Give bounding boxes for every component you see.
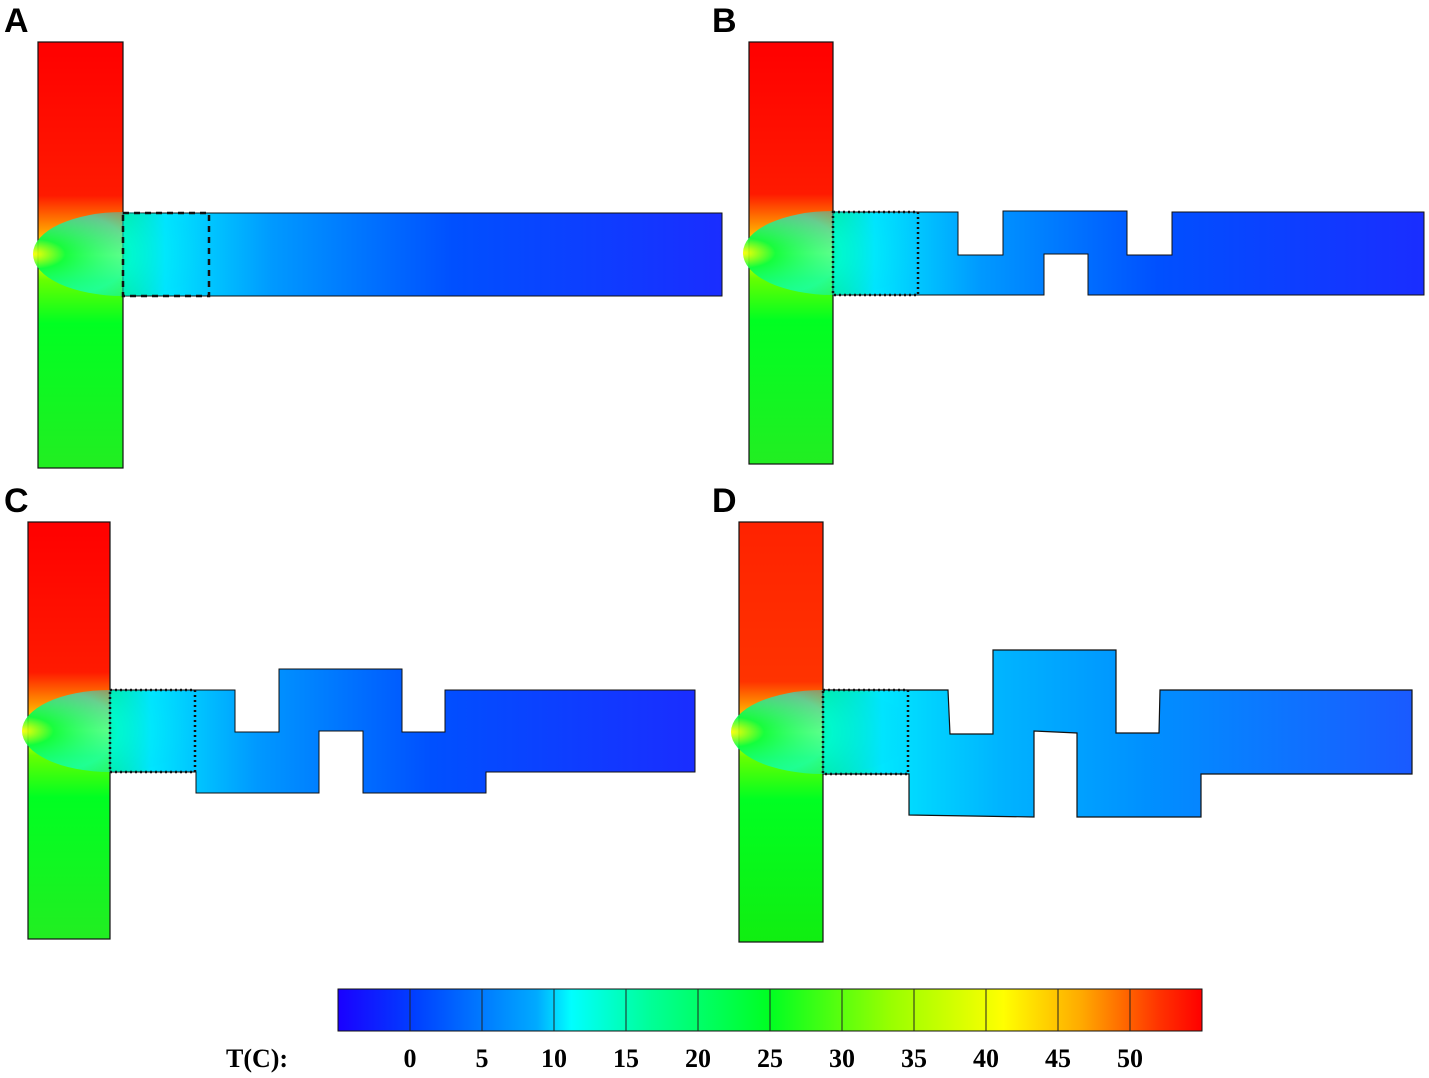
colorbar (337, 988, 1203, 1032)
panel-b-channel (832, 210, 1425, 296)
panel-c-inlet-box (108, 688, 197, 774)
panel-label-b: B (712, 2, 737, 40)
panel-d-inlet-box (821, 688, 910, 776)
panel-a-geometry (33, 41, 723, 469)
colorbar-tick-label: 20 (685, 1044, 711, 1073)
colorbar-tick-label: 0 (403, 1044, 417, 1073)
panel-label-c: C (4, 482, 29, 520)
colorbar-tick-label: 30 (829, 1044, 855, 1073)
panel-d-geometry (731, 521, 1413, 943)
colorbar-unit-label: T(C): (226, 1044, 289, 1073)
panel-c-geometry (22, 521, 696, 940)
panel-c-channel (109, 668, 696, 794)
colorbar-tick-label: 5 (475, 1044, 489, 1073)
panel-label-d: D (712, 482, 737, 520)
colorbar-dividers (409, 989, 1131, 1031)
colorbar-tick-label: 40 (973, 1044, 999, 1073)
panel-label-a: A (4, 2, 29, 40)
panel-a-inlet-box (121, 211, 211, 298)
panel-c-inlet-hotspot (22, 690, 198, 772)
panel-a-channel (122, 212, 723, 297)
panel-b-geometry (743, 41, 1425, 465)
colorbar-tick-label: 15 (613, 1044, 639, 1073)
panel-b-inlet-box (831, 210, 920, 297)
colorbar-tick-label: 25 (757, 1044, 783, 1073)
colorbar-tick-label: 10 (541, 1044, 567, 1073)
colorbar-tick-label: 35 (901, 1044, 927, 1073)
colorbar-tick-label: 50 (1117, 1044, 1143, 1073)
panel-d-channel (822, 649, 1413, 818)
colorbar-tick-label: 45 (1045, 1044, 1071, 1073)
